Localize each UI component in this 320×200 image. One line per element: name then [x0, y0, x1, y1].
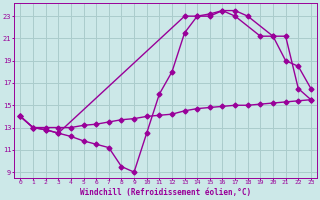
X-axis label: Windchill (Refroidissement éolien,°C): Windchill (Refroidissement éolien,°C) — [80, 188, 251, 197]
